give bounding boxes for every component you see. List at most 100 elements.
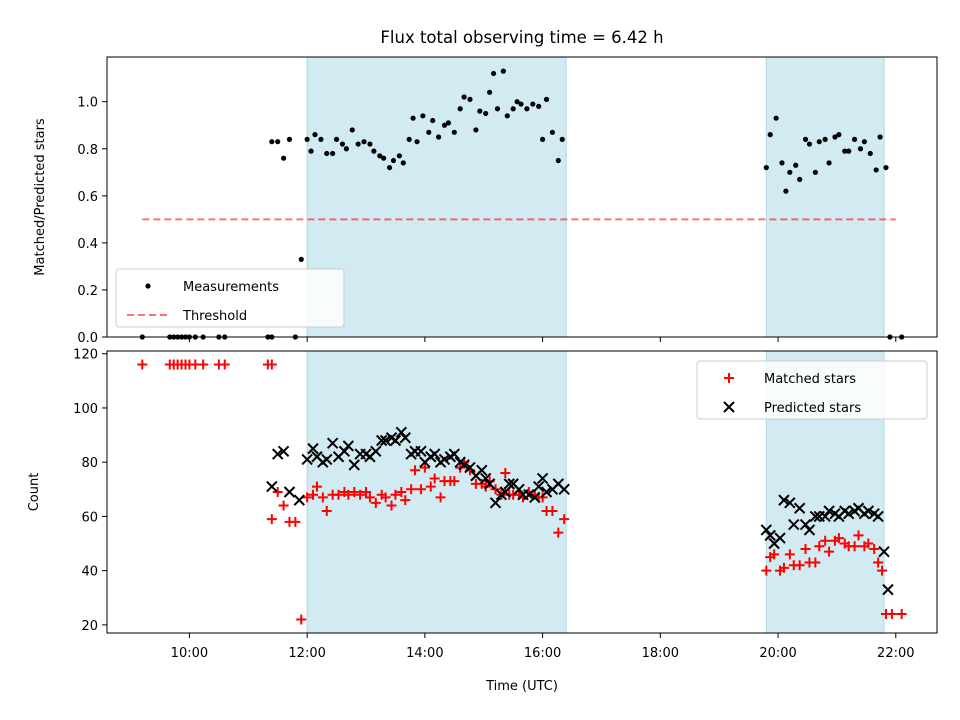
point-1-0-37 — [396, 487, 407, 497]
point-1-1-62 — [784, 497, 796, 509]
point-0-0-74 — [779, 160, 785, 166]
point-1-0-21 — [311, 481, 322, 492]
point-1-1-52 — [536, 472, 549, 485]
legend-label-0-1: Threshold — [182, 309, 247, 324]
point-0-0-48 — [451, 129, 457, 135]
point-1-0-0 — [137, 359, 148, 370]
point-1-0-34 — [380, 492, 391, 503]
point-1-1-45 — [503, 478, 515, 490]
point-0-0-57 — [494, 106, 501, 112]
point-0-0-66 — [540, 136, 546, 142]
point-1-0-81 — [810, 557, 821, 568]
point-1-0-42 — [419, 462, 430, 473]
point-1-0-97 — [886, 609, 897, 620]
point-0-0-28 — [349, 127, 355, 133]
y-axis-label-top: Matched/Predicted stars — [33, 118, 48, 276]
point-0-0-72 — [767, 132, 773, 138]
legend-marker-1-0 — [724, 373, 734, 383]
y-tick-label-1-2: 60 — [81, 510, 98, 525]
point-1-1-19 — [375, 434, 388, 447]
point-0-0-31 — [367, 141, 373, 147]
point-0-0-25 — [333, 136, 340, 142]
point-1-1-23 — [395, 426, 408, 439]
point-0-0-36 — [390, 157, 397, 164]
bottom-panel: 20 40 60 80 100 120 10:00 12:00 14:00 16:00 18:00 2… — [73, 348, 938, 661]
point-0-0-50 — [461, 94, 467, 100]
point-1-1-64 — [793, 502, 806, 514]
point-1-1-22 — [389, 434, 402, 447]
point-1-1-20 — [379, 434, 392, 447]
point-1-0-86 — [833, 533, 844, 544]
point-1-1-40 — [479, 472, 492, 485]
point-0-0-26 — [339, 141, 346, 147]
point-1-0-58 — [500, 468, 511, 479]
x-tick-label-2: 14:00 — [406, 646, 443, 661]
point-0-0-54 — [483, 110, 489, 117]
point-1-0-73 — [769, 549, 780, 560]
point-0-0-40 — [410, 115, 416, 121]
point-1-0-98 — [896, 609, 907, 620]
point-0-0-42 — [420, 113, 426, 119]
point-1-1-18 — [370, 445, 382, 458]
point-1-1-65 — [799, 518, 812, 531]
point-1-1-57 — [760, 524, 772, 536]
point-0-0-35 — [386, 164, 393, 171]
point-0-0-15 — [269, 139, 275, 145]
point-0-0-67 — [543, 96, 550, 102]
point-0-0-44 — [430, 117, 436, 124]
point-0-0-49 — [457, 106, 463, 112]
point-1-0-17 — [290, 516, 301, 527]
point-1-1-61 — [778, 494, 790, 506]
point-1-1-30 — [428, 448, 441, 460]
point-1-1-58 — [764, 529, 776, 542]
point-0-0-64 — [530, 101, 536, 107]
point-0-0-47 — [445, 120, 452, 126]
point-1-1-47 — [513, 483, 525, 495]
point-1-0-84 — [824, 546, 835, 557]
point-1-0-89 — [849, 541, 860, 552]
point-1-0-30 — [361, 487, 372, 497]
point-0-0-52 — [473, 127, 479, 133]
point-0-0-62 — [518, 101, 524, 107]
legend-box-1 — [696, 360, 928, 420]
point-0-0-20 — [308, 148, 314, 154]
point-1-0-76 — [784, 549, 795, 560]
point-1-1-36 — [458, 459, 470, 471]
point-1-1-69 — [819, 510, 831, 523]
point-1-1-70 — [823, 505, 835, 517]
point-0-0-51 — [467, 96, 473, 102]
point-1-0-12 — [266, 359, 277, 370]
point-1-0-23 — [321, 505, 332, 516]
point-0-0-91 — [861, 139, 867, 145]
point-1-1-24 — [399, 432, 411, 444]
point-1-1-1 — [272, 448, 284, 460]
point-1-1-34 — [448, 448, 461, 460]
point-0-0-19 — [304, 136, 310, 142]
y-axis-label-bottom: Count — [27, 473, 42, 512]
point-0-0-85 — [832, 134, 838, 140]
point-0-0-45 — [436, 134, 442, 140]
point-0-0-39 — [406, 136, 412, 142]
point-0-0-24 — [330, 150, 336, 157]
legend-marker-0-0 — [145, 283, 151, 289]
point-0-0-71 — [763, 164, 769, 171]
point-0-0-68 — [549, 129, 556, 135]
point-1-0-68 — [547, 505, 558, 516]
point-0-0-87 — [842, 148, 848, 154]
point-0-0-70 — [559, 136, 565, 142]
y-tick-label-1-4: 100 — [73, 402, 98, 417]
point-1-0-32 — [370, 497, 381, 508]
point-1-0-36 — [390, 489, 401, 500]
point-0-0-56 — [490, 70, 497, 77]
point-0-0-30 — [361, 139, 367, 145]
point-1-0-78 — [794, 560, 805, 571]
legend-marker-1-1 — [723, 401, 735, 413]
point-0-0-86 — [836, 132, 842, 138]
point-0-0-79 — [802, 136, 809, 142]
point-0-0-21 — [312, 132, 318, 138]
point-1-1-41 — [483, 478, 496, 490]
point-1-0-43 — [425, 481, 436, 492]
y-tick-label-0-0: 0.0 — [77, 331, 98, 346]
point-1-0-90 — [853, 530, 864, 541]
